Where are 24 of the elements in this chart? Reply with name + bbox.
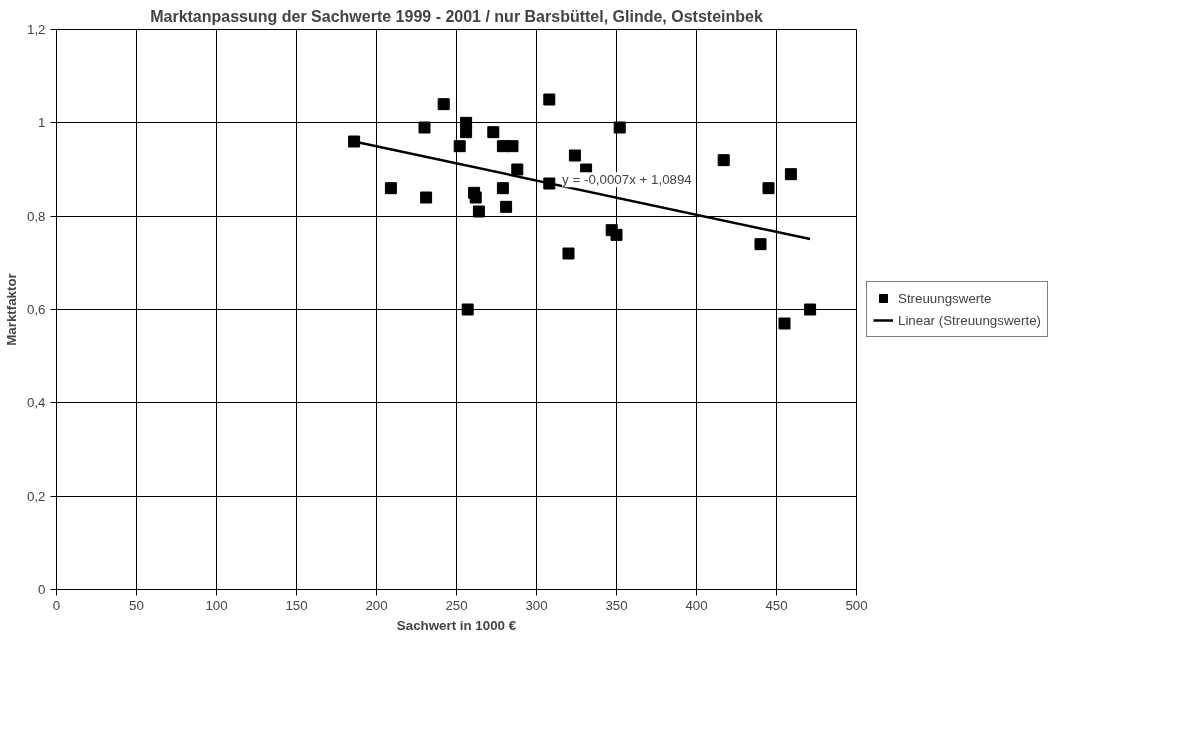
x-tick-label: 50 bbox=[129, 597, 144, 613]
y-tick-label: 0,2 bbox=[26, 488, 46, 504]
x-tick-label: 200 bbox=[365, 597, 388, 613]
y-tick-label: 0,8 bbox=[26, 208, 46, 224]
y-axis-title: Marktfaktor bbox=[3, 273, 19, 346]
y-tick-label: 1 bbox=[38, 115, 46, 131]
x-tick-label: 150 bbox=[285, 597, 308, 613]
x-tick-label: 400 bbox=[685, 597, 708, 613]
chart-title: Marktanpassung der Sachwerte 1999 - 2001 / nur Barsbüttel, Glinde, Oststeinbek bbox=[150, 7, 763, 25]
x-tick-label: 350 bbox=[605, 597, 628, 613]
x-tick-label: 300 bbox=[525, 597, 548, 613]
x-tick-label: 0 bbox=[52, 597, 61, 613]
x-tick-label: 500 bbox=[845, 597, 868, 613]
x-tick-label: 450 bbox=[765, 597, 788, 613]
x-tick-label: 100 bbox=[205, 597, 228, 613]
y-tick-label: 0 bbox=[38, 582, 46, 597]
y-tick-label: 0,6 bbox=[26, 302, 46, 317]
legend-label: Linear (Streuungswerte) bbox=[898, 312, 1041, 328]
x-axis-title: Sachwert in 1000 € bbox=[396, 617, 517, 633]
annotation: y = -0,0007x + 1,0894 bbox=[562, 172, 693, 188]
y-tick-label: 1,2 bbox=[26, 22, 46, 37]
y-tick-label: 0,4 bbox=[26, 395, 47, 411]
legend-label: Streuungswerte bbox=[898, 290, 992, 306]
x-tick-label: 250 bbox=[445, 597, 468, 613]
